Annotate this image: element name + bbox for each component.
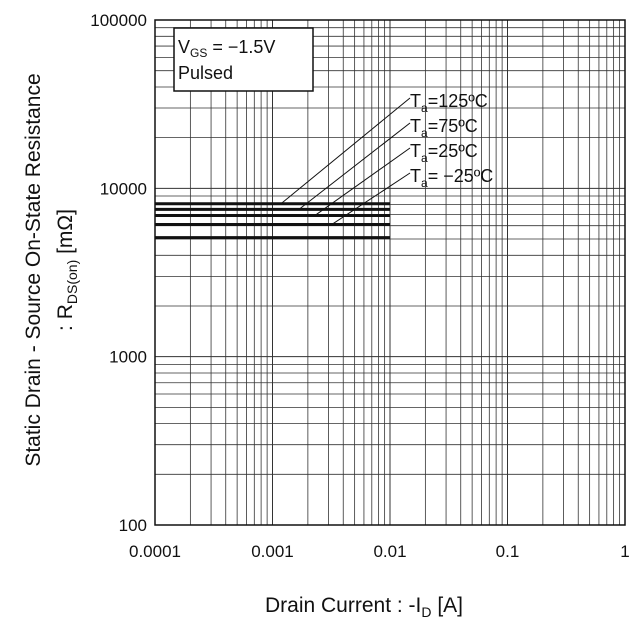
legend-leader-line	[298, 122, 411, 210]
y-axis-title-line2: : RDS(on) [mΩ]	[54, 209, 80, 331]
y-axis-ticks: 100 1000 10000 100000	[90, 11, 147, 535]
grid	[154, 20, 625, 526]
x-tick-label: 0.0001	[129, 542, 181, 561]
y-tick-label: 1000	[109, 348, 147, 367]
x-axis-title: Drain Current : -ID [A]	[265, 594, 463, 619]
condition-vgs: VGS = −1.5V	[178, 37, 275, 60]
legend-leader-lines	[280, 97, 411, 225]
legend-label: Ta=125ºC	[410, 91, 488, 115]
y-tick-label: 100	[119, 516, 147, 535]
legend-leader-line	[314, 147, 411, 216]
x-axis-ticks: 0.0001 0.001 0.01 0.1 1	[129, 542, 630, 561]
legend-leader-line	[280, 97, 411, 205]
x-tick-label: 1	[620, 542, 629, 561]
condition-box: VGS = −1.5V Pulsed	[173, 27, 314, 92]
x-tick-label: 0.01	[373, 542, 406, 561]
series-lines	[155, 202, 390, 240]
legend-label: Ta= −25ºC	[410, 166, 493, 190]
x-tick-label: 0.001	[251, 542, 294, 561]
plot-frame	[154, 19, 626, 526]
x-tick-label: 0.1	[496, 542, 520, 561]
y-axis-title: Static Drain - Source On-State Resistanc…	[22, 73, 80, 466]
y-axis-title-line1: Static Drain - Source On-State Resistanc…	[22, 73, 45, 466]
condition-box-frame	[173, 27, 314, 92]
y-tick-label: 100000	[90, 11, 147, 30]
legend-label: Ta=25ºC	[410, 141, 478, 165]
legend-leader-line	[331, 172, 411, 225]
condition-pulsed: Pulsed	[178, 63, 233, 83]
legend-label: Ta=75ºC	[410, 116, 478, 140]
y-tick-label: 10000	[100, 179, 147, 198]
